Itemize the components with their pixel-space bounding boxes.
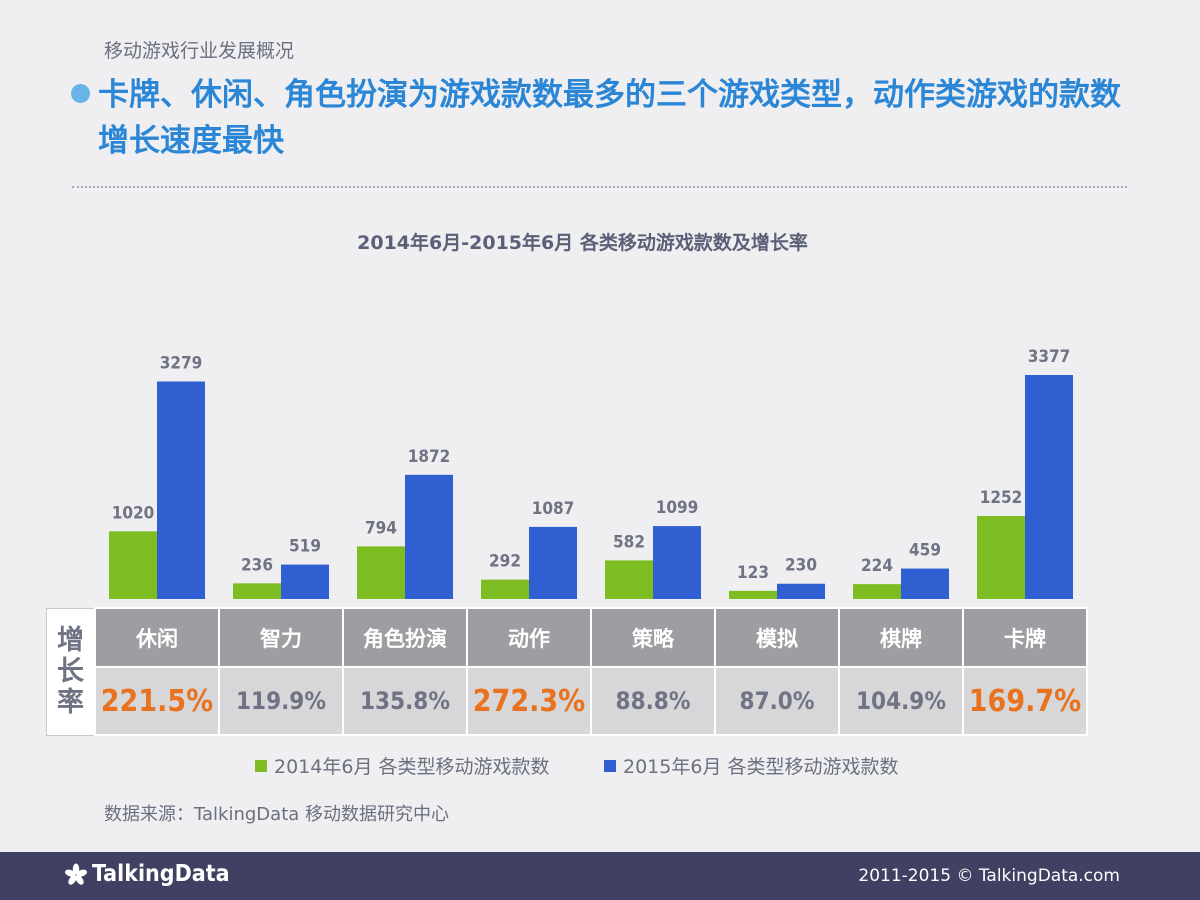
- bar-value-label: 230: [785, 556, 817, 576]
- growth-label-char: 率: [57, 687, 84, 718]
- bar-value-label: 582: [613, 532, 645, 552]
- category-cell: 策略: [590, 607, 716, 668]
- legend-swatch-2014: [255, 759, 267, 772]
- bar-2014: [357, 546, 405, 599]
- growth-rate-table: 增 长 率 休闲 智力 角色扮演 动作 策略 模拟 棋牌 卡牌 221.5% 1…: [46, 607, 1088, 736]
- category-cell: 动作: [466, 607, 592, 668]
- legend-item-2015: 2015年6月 各类型移动游戏款数: [604, 752, 898, 779]
- growth-rate-cell: 119.9%: [218, 666, 344, 736]
- bar-value-label: 292: [489, 552, 521, 572]
- chart-legend: 2014年6月 各类型移动游戏款数 2015年6月 各类型移动游戏款数: [0, 752, 1200, 780]
- data-source: 数据来源：TalkingData 移动数据研究中心: [104, 804, 450, 825]
- category-cell: 智力: [218, 607, 344, 668]
- bar-2015: [1025, 375, 1073, 599]
- bar-2015: [777, 583, 825, 599]
- bullet-icon: [71, 84, 90, 103]
- logo-text: TalkingData: [92, 861, 230, 887]
- category-cell: 模拟: [714, 607, 840, 668]
- bar-value-label: 123: [737, 563, 769, 583]
- legend-item-2014: 2014年6月 各类型移动游戏款数: [255, 752, 549, 779]
- bar-2014: [853, 584, 901, 599]
- growth-label-char: 长: [57, 656, 84, 687]
- legend-label-2014: 2014年6月 各类型移动游戏款数: [274, 756, 550, 778]
- bar-value-label: 519: [289, 537, 321, 557]
- bar-2014: [481, 579, 529, 599]
- bar-2015: [281, 564, 329, 599]
- bar-2015: [901, 568, 949, 599]
- bar-2014: [729, 590, 777, 599]
- legend-label-2015: 2015年6月 各类型移动游戏款数: [623, 756, 899, 778]
- growth-label-char: 增: [57, 625, 84, 656]
- category-cell: 卡牌: [962, 607, 1088, 668]
- divider: [72, 186, 1127, 188]
- bar-value-label: 3377: [1028, 347, 1071, 367]
- growth-rate-cell: 169.7%: [962, 666, 1088, 736]
- category-cell: 休闲: [94, 607, 220, 668]
- chart-title: 2014年6月-2015年6月 各类移动游戏款数及增长率: [357, 232, 808, 254]
- legend-swatch-2015: [604, 759, 616, 772]
- bar-value-label: 3279: [160, 354, 203, 374]
- bar-2014: [233, 583, 281, 599]
- copyright: 2011-2015 © TalkingData.com: [858, 866, 1120, 886]
- bar-value-label: 794: [365, 518, 397, 538]
- growth-rate-cell: 272.3%: [466, 666, 592, 736]
- bar-value-label: 224: [861, 556, 893, 576]
- category-cell: 棋牌: [838, 607, 964, 668]
- bar-2015: [405, 474, 453, 599]
- bar-value-label: 1099: [656, 498, 699, 518]
- bar-2014: [977, 515, 1025, 599]
- growth-rate-cell: 88.8%: [590, 666, 716, 736]
- growth-rate-cell: 104.9%: [838, 666, 964, 736]
- bar-value-label: 1020: [112, 503, 155, 523]
- bar-2014: [109, 531, 157, 599]
- footer-bar: TalkingData 2011-2015 © TalkingData.com: [0, 852, 1200, 900]
- bar-2015: [653, 526, 701, 599]
- bar-value-label: 1252: [980, 488, 1023, 508]
- growth-row-label: 增 长 率: [46, 607, 96, 736]
- growth-rate-cell: 87.0%: [714, 666, 840, 736]
- headline: 卡牌、休闲、角色扮演为游戏款数最多的三个游戏类型，动作类游戏的款数增长速度最快: [98, 77, 1121, 159]
- bar-2014: [605, 560, 653, 599]
- bar-value-label: 236: [241, 555, 273, 575]
- bar-value-label: 1872: [408, 447, 451, 467]
- category-cell: 角色扮演: [342, 607, 468, 668]
- bar-chart: 1020 3279 236 519 794 1872 292 1087 582 1099 123 23…: [109, 347, 1073, 599]
- growth-rate-cell: 221.5%: [94, 666, 220, 736]
- bar-2015: [157, 381, 205, 599]
- talkingdata-logo-icon: [64, 863, 88, 885]
- bar-2015: [529, 526, 577, 599]
- bar-value-label: 459: [909, 541, 941, 561]
- bar-value-label: 1087: [532, 499, 575, 519]
- growth-rate-cell: 135.8%: [342, 666, 468, 736]
- section-label: 移动游戏行业发展概况: [104, 40, 295, 62]
